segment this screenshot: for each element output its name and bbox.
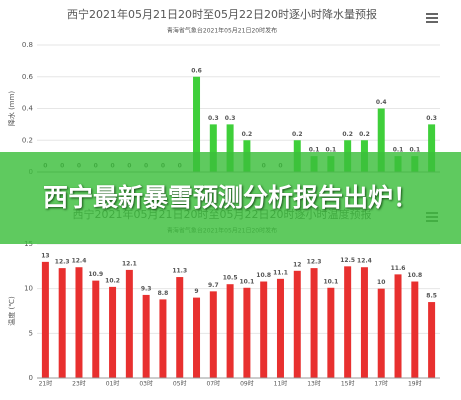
data-label: 10.8 [407, 272, 422, 279]
y-axis-label: 温度 (℃) [7, 296, 16, 326]
y-tick-label: 0.6 [22, 73, 34, 81]
data-label: 0.6 [191, 67, 202, 74]
bar [344, 266, 352, 378]
y-tick-label: 0.2 [22, 136, 33, 144]
bar [226, 284, 234, 378]
data-label: 8.5 [426, 293, 437, 300]
data-label: 12.4 [72, 258, 87, 265]
y-tick-label: 0 [29, 374, 33, 382]
x-tick-label: 09时 [240, 380, 254, 388]
data-label: 0.1 [393, 147, 404, 154]
x-tick-label: 23时 [72, 380, 86, 388]
bar [226, 124, 234, 172]
y-tick-label: 5 [29, 329, 33, 337]
x-tick-label: 17时 [374, 380, 388, 388]
data-label: 9 [194, 288, 198, 295]
bar [176, 277, 184, 378]
bar [377, 108, 385, 172]
y-tick-label: 15 [24, 240, 33, 248]
x-tick-label: 07时 [206, 380, 220, 388]
x-tick-label: 13时 [307, 380, 321, 388]
bar [310, 268, 318, 378]
data-label: 12 [293, 261, 301, 268]
y-tick-label: 10 [24, 285, 33, 293]
banner: 西宁最新暴雪预测分析报告出炉！ [0, 152, 461, 244]
data-label: 13 [41, 252, 49, 259]
data-label: 8.8 [158, 290, 169, 297]
bar [41, 261, 49, 378]
x-tick-label: 11时 [274, 380, 288, 388]
data-label: 12.5 [340, 257, 355, 264]
data-label: 11.6 [391, 265, 406, 272]
data-label: 12.3 [307, 259, 322, 266]
data-label: 10.2 [105, 277, 120, 284]
bar [276, 278, 284, 378]
data-label: 10.9 [88, 271, 103, 278]
bar [260, 281, 268, 378]
data-label: 9.3 [141, 285, 152, 292]
data-label: 0.1 [409, 147, 420, 154]
chart-subtitle: 青海省气象台2021年05月21日20时发布 [167, 27, 277, 35]
bar [209, 124, 217, 172]
banner-title: 西宁最新暴雪预测分析报告出炉！ [42, 183, 418, 212]
bar [394, 274, 402, 378]
data-label: 11.3 [172, 268, 187, 275]
bar [411, 281, 419, 378]
data-label: 10.8 [256, 272, 271, 279]
data-label: 11.1 [273, 269, 288, 276]
bar [360, 267, 368, 378]
bar [209, 291, 217, 378]
x-tick-label: 19时 [408, 380, 422, 388]
data-label: 10 [377, 279, 385, 286]
data-label: 10.1 [323, 278, 338, 285]
x-tick-label: 03时 [139, 380, 153, 388]
data-label: 0.3 [426, 115, 437, 122]
y-tick-label: 0.8 [22, 41, 33, 49]
data-label: 0.1 [326, 147, 337, 154]
data-label: 0.3 [225, 115, 236, 122]
bar [75, 267, 83, 378]
data-label: 0.2 [342, 131, 353, 138]
y-tick-label: 0.4 [22, 105, 34, 113]
x-tick-label: 21时 [39, 380, 53, 388]
menu-icon[interactable] [426, 13, 438, 23]
bar [92, 280, 100, 378]
y-axis-label: 降水 (mm) [7, 91, 16, 127]
x-tick-label: 05时 [173, 380, 187, 388]
bar [377, 288, 385, 378]
data-label: 9.7 [208, 282, 219, 289]
bar [159, 299, 167, 378]
data-label: 0.4 [376, 99, 387, 106]
data-label: 12.4 [357, 258, 372, 265]
x-tick-label: 15时 [341, 380, 355, 388]
bar [109, 286, 117, 378]
bar [428, 302, 436, 378]
data-label: 12.3 [55, 259, 70, 266]
data-label: 0.2 [292, 131, 303, 138]
bar [428, 124, 436, 172]
data-label: 0.2 [242, 131, 253, 138]
data-label: 10.5 [223, 275, 238, 282]
bar [58, 268, 66, 378]
bar [193, 297, 201, 378]
bar [327, 287, 335, 378]
data-label: 12.1 [122, 260, 137, 267]
bar [142, 294, 150, 378]
data-label: 0.1 [309, 147, 320, 154]
bar [193, 76, 201, 172]
bar [125, 269, 133, 378]
data-label: 10.1 [239, 278, 254, 285]
chart-title: 西宁2021年05月21日20时至05月22日20时逐小时降水量预报 [67, 7, 377, 21]
data-label: 0.3 [208, 115, 219, 122]
bar [293, 270, 301, 378]
x-tick-label: 01时 [106, 380, 120, 388]
bar [243, 287, 251, 378]
data-label: 0.2 [359, 131, 370, 138]
